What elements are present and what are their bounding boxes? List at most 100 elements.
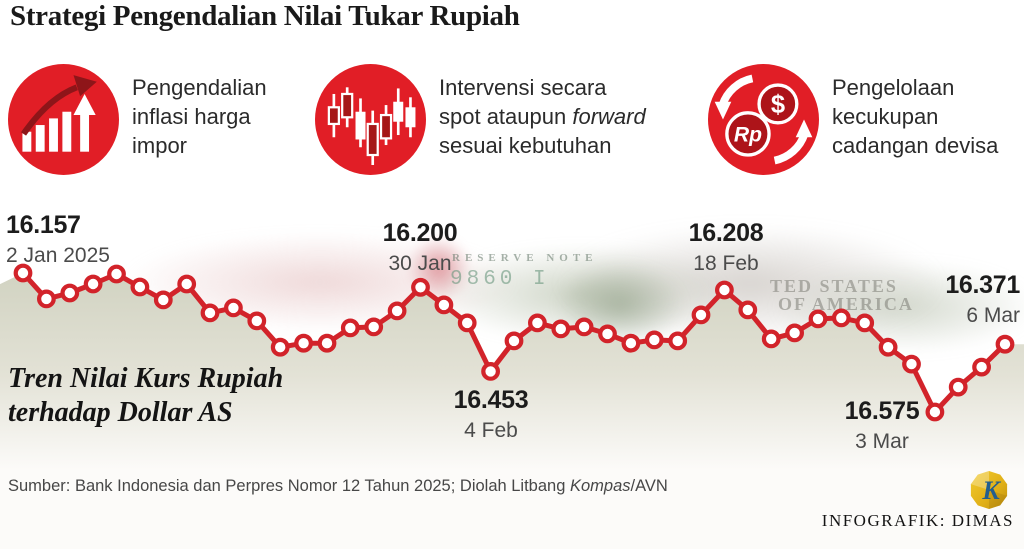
forward-emphasis: forward: [572, 104, 646, 129]
bar-chart-rising-arrow-glyph: [21, 75, 97, 152]
annotation-4feb: 16.453 4 Feb: [406, 385, 576, 444]
chart-title: Tren Nilai Kurs Rupiah terhadap Dollar A…: [8, 362, 283, 430]
trend-point: [130, 277, 150, 297]
trend-point: [481, 362, 501, 381]
watermark-united-states: TED STATES: [770, 276, 898, 296]
annotation-value: 16.371: [945, 271, 1020, 299]
trend-point: [247, 311, 267, 331]
chart-title-line: Tren Nilai Kurs Rupiah: [8, 363, 284, 394]
trend-point: [364, 317, 384, 337]
trend-point: [808, 309, 828, 329]
trend-point: [855, 313, 875, 333]
annotation-value: 16.575: [844, 397, 920, 425]
trend-point: [972, 357, 991, 377]
caption-line: cadangan devisa: [832, 133, 999, 158]
strategy-item-reserves: $ Rp Pengelolaan kecukupan cadangan devi…: [708, 64, 998, 175]
trend-point: [621, 333, 641, 353]
trend-point: [340, 318, 360, 338]
caption-text: spot ataupun: [439, 104, 573, 129]
trend-point: [270, 337, 290, 357]
trend-point: [551, 319, 571, 339]
candlestick-chart-icon: [315, 64, 426, 175]
trend-point: [411, 277, 430, 297]
trend-point: [223, 298, 243, 318]
annotation-date: 4 Feb: [464, 419, 518, 442]
trend-point: [200, 303, 220, 323]
logo-letter: K: [981, 476, 1001, 505]
trend-point: [60, 283, 80, 303]
caption-line: Intervensi secara: [439, 75, 607, 100]
trend-point: [738, 300, 758, 320]
trend-point: [83, 274, 103, 294]
currency-exchange-glyph: $ Rp: [714, 74, 813, 165]
caption-line: inflasi harga: [132, 104, 251, 129]
trend-point: [107, 264, 126, 284]
trend-point: [457, 313, 477, 333]
trend-point: [948, 377, 968, 397]
annotation-3mar: 16.575 3 Mar: [797, 396, 967, 455]
trend-point: [574, 317, 594, 337]
caption-line: kecukupan: [832, 104, 939, 129]
source-kompas: Kompas: [569, 477, 631, 495]
annotation-date: 3 Mar: [855, 430, 909, 453]
trend-point: [504, 331, 524, 351]
trend-point: [668, 331, 688, 351]
strategy-caption: Pengendalian inflasi harga impor: [132, 64, 267, 160]
kompas-gem-logo: K: [970, 471, 1008, 509]
trend-point: [785, 323, 804, 343]
annotation-date: 6 Mar: [966, 304, 1020, 327]
rupiah-badge: Rp: [734, 124, 762, 147]
trend-point: [902, 354, 921, 374]
trend-point: [434, 295, 454, 315]
annotation-2jan: 16.157 2 Jan 2025: [6, 210, 176, 269]
annotation-value: 16.157: [6, 211, 81, 239]
chart-title-line: terhadap Dollar AS: [8, 397, 233, 428]
trend-point: [831, 308, 851, 328]
page-title: Strategi Pengendalian Nilai Tukar Rupiah: [10, 0, 520, 32]
annotation-value: 16.453: [453, 386, 529, 414]
trend-point: [644, 330, 664, 350]
currency-exchange-icon: $ Rp: [708, 64, 819, 175]
trend-point: [387, 301, 407, 321]
annotation-date: 30 Jan: [388, 252, 452, 275]
caption-line: impor: [132, 133, 188, 158]
trend-point: [37, 289, 56, 309]
trend-point: [153, 290, 173, 310]
trend-point: [177, 274, 197, 294]
source-line: Sumber: Bank Indonesia dan Perpres Nomor…: [8, 477, 668, 496]
watermark-serial-number: 9860 I: [450, 268, 550, 291]
trend-point: [761, 329, 781, 349]
infographic-credit: INFOGRAFIK: DIMAS: [821, 511, 1014, 530]
strategy-caption: Intervensi secara spot ataupun forward s…: [439, 64, 646, 160]
watermark-of-america: OF AMERICA: [778, 294, 914, 314]
trend-point: [598, 324, 617, 344]
trend-point: [317, 333, 337, 353]
annotation-30jan: 16.200 30 Jan: [335, 218, 505, 277]
annotation-18feb: 16.208 18 Feb: [641, 218, 811, 277]
annotation-value: 16.208: [688, 219, 764, 247]
trend-point: [925, 402, 945, 422]
trend-point: [878, 337, 898, 357]
annotation-6mar: 16.371 6 Mar: [850, 270, 1020, 329]
annotation-date: 2 Jan 2025: [6, 244, 110, 267]
caption-line: Pengendalian: [132, 75, 267, 100]
watermark-reserve-note: RESERVE NOTE: [452, 252, 598, 264]
source-text: Sumber: Bank Indonesia dan Perpres Nomor…: [8, 477, 570, 495]
candlestick-glyph: [327, 87, 416, 166]
trend-point: [691, 305, 711, 325]
strategy-item-inflation: Pengendalian inflasi harga impor: [8, 64, 267, 175]
trend-point: [13, 263, 33, 283]
annotation-date: 18 Feb: [693, 252, 759, 275]
strategy-caption: Pengelolaan kecukupan cadangan devisa: [832, 64, 998, 160]
dollar-badge: $: [771, 91, 785, 119]
caption-line: Pengelolaan: [832, 75, 955, 100]
source-suffix: /AVN: [630, 477, 668, 495]
caption-line: spot ataupun forward: [439, 102, 646, 131]
caption-line: sesuai kebutuhan: [439, 133, 612, 158]
bar-chart-rising-arrow-icon: [8, 64, 119, 175]
trend-point: [715, 280, 734, 300]
annotation-value: 16.200: [382, 219, 458, 247]
strategy-item-intervention: Intervensi secara spot ataupun forward s…: [315, 64, 646, 175]
